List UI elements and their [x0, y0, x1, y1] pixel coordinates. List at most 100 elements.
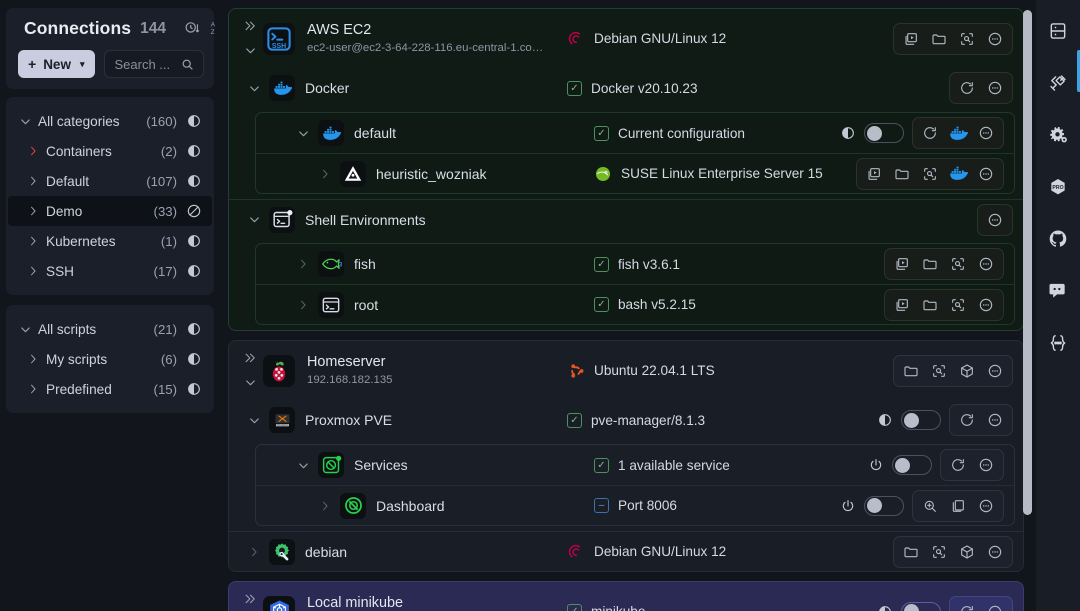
power-icon[interactable] — [868, 457, 884, 473]
chevron-right-icon[interactable] — [310, 167, 340, 181]
inspect-icon[interactable] — [917, 162, 943, 186]
chevron-down-icon[interactable] — [239, 81, 269, 96]
chevron-right-icon[interactable] — [24, 352, 42, 366]
chevron-down-icon[interactable] — [243, 375, 258, 390]
row-toggle-switch[interactable] — [901, 601, 941, 611]
more-icon[interactable] — [982, 600, 1008, 611]
copy-icon[interactable] — [945, 494, 971, 518]
chevron-down-icon[interactable] — [288, 126, 318, 141]
search-input[interactable]: Search ... — [104, 50, 204, 78]
duplicate-icon[interactable] — [898, 27, 924, 51]
chevron-right-icon[interactable] — [24, 144, 42, 158]
sidebar-item-ssh[interactable]: SSH (17) — [8, 256, 212, 286]
chevron-down-icon[interactable] — [16, 322, 34, 337]
card-header-row[interactable]: Homeserver 192.168.182.135 Ubuntu 22.04.1 … — [229, 341, 1023, 400]
more-icon[interactable] — [982, 76, 1008, 100]
package-icon[interactable] — [954, 540, 980, 564]
expand-all-icon[interactable] — [237, 19, 263, 58]
inspect-icon[interactable] — [926, 540, 952, 564]
github-icon[interactable] — [1045, 226, 1071, 252]
chevron-right-icon[interactable] — [24, 174, 42, 188]
contrast-icon[interactable] — [840, 125, 856, 141]
folder-icon[interactable] — [926, 27, 952, 51]
duplicate-icon[interactable] — [889, 252, 915, 276]
connection-row[interactable]: 3 fish ✓ fish v3.6.1 — [256, 244, 1014, 284]
contrast-icon[interactable] — [186, 381, 202, 397]
more-icon[interactable] — [982, 359, 1008, 383]
sidebar-item-demo[interactable]: Demo (33) — [8, 196, 212, 226]
inspect-icon[interactable] — [945, 252, 971, 276]
refresh-icon[interactable] — [954, 408, 980, 432]
connection-row[interactable]: Dashboard – Port 8006 — [256, 485, 1014, 525]
more-icon[interactable] — [982, 208, 1008, 232]
chevron-right-icon[interactable] — [24, 382, 42, 396]
sidebar-item-kubernetes[interactable]: Kubernetes (1) — [8, 226, 212, 256]
docker-icon[interactable] — [945, 121, 971, 145]
sidebar-item-all-categories[interactable]: All categories (160) — [8, 106, 212, 136]
pro-icon[interactable]: PRO — [1045, 174, 1071, 200]
card-header-row[interactable]: Local minikubeContext minikube on Local … — [229, 582, 1023, 611]
chevron-down-icon[interactable] — [239, 212, 269, 227]
plugin-icon[interactable] — [1045, 70, 1071, 96]
sidebar-item-default[interactable]: Default (107) — [8, 166, 212, 196]
more-icon[interactable] — [973, 252, 999, 276]
zoom-icon[interactable] — [917, 494, 943, 518]
more-icon[interactable] — [982, 540, 1008, 564]
chevron-right-icon[interactable] — [24, 264, 42, 278]
package-icon[interactable] — [954, 359, 980, 383]
json-icon[interactable] — [1045, 330, 1071, 356]
inspect-icon[interactable] — [954, 27, 980, 51]
contrast-icon[interactable] — [186, 233, 202, 249]
folder-icon[interactable] — [917, 252, 943, 276]
connection-row[interactable]: Services ✓ 1 available service — [256, 445, 1014, 485]
folder-icon[interactable] — [898, 540, 924, 564]
sidebar-item-my-scripts[interactable]: My scripts (6) — [8, 344, 212, 374]
contrast-icon[interactable] — [186, 143, 202, 159]
server-icon[interactable] — [1045, 18, 1071, 44]
connection-row[interactable]: root ✓ bash v5.2.15 — [256, 284, 1014, 324]
connection-row[interactable]: heuristic_wozniak SUSE Linux Enterprise S… — [256, 153, 1014, 193]
contrast-icon[interactable] — [186, 263, 202, 279]
contrast-icon[interactable] — [877, 604, 893, 611]
chevron-down-icon[interactable] — [239, 413, 269, 428]
inspect-icon[interactable] — [945, 293, 971, 317]
connection-row[interactable]: Shell Environments — [229, 199, 1023, 239]
contrast-icon[interactable] — [186, 113, 202, 129]
docker-icon[interactable] — [945, 162, 971, 186]
chevron-right-icon[interactable] — [288, 257, 318, 271]
recent-sort-icon[interactable] — [184, 20, 201, 37]
more-icon[interactable] — [973, 453, 999, 477]
main-scrollbar-thumb[interactable] — [1023, 10, 1032, 515]
connection-row[interactable]: PROXMOX Proxmox PVE ✓ pve-manager/8.1.3 — [229, 400, 1023, 440]
main-scrollbar[interactable] — [1023, 10, 1032, 530]
new-connection-button[interactable]: + New ▾ — [18, 50, 96, 78]
expand-all-icon[interactable] — [237, 592, 263, 611]
chevron-right-icon[interactable] — [310, 499, 340, 513]
row-toggle-switch[interactable] — [864, 123, 904, 143]
contrast-icon[interactable] — [186, 321, 202, 337]
chevron-right-icon[interactable] — [288, 298, 318, 312]
contrast-icon[interactable] — [877, 412, 893, 428]
discord-icon[interactable] — [1045, 278, 1071, 304]
row-toggle-switch[interactable] — [864, 495, 904, 516]
power-icon[interactable] — [840, 498, 856, 514]
chevron-down-icon[interactable] — [16, 114, 34, 129]
connection-row[interactable]: default ✓ Current configuration — [256, 113, 1014, 153]
sidebar-item-containers[interactable]: Containers (2) — [8, 136, 212, 166]
folder-icon[interactable] — [917, 293, 943, 317]
folder-icon[interactable] — [898, 359, 924, 383]
card-header-row[interactable]: SSH AWS EC2 ec2-user@ec2-3-64-228-116.eu-c… — [229, 9, 1023, 68]
more-icon[interactable] — [982, 27, 1008, 51]
sidebar-item-all-scripts[interactable]: All scripts (21) — [8, 314, 212, 344]
connection-row[interactable]: debian Debian GNU/Linux 12 — [229, 531, 1023, 571]
more-icon[interactable] — [982, 408, 1008, 432]
refresh-icon[interactable] — [954, 600, 980, 611]
chevron-right-icon[interactable] — [24, 234, 42, 248]
chevron-down-icon[interactable] — [288, 458, 318, 473]
chevron-right-icon[interactable] — [24, 204, 42, 218]
more-icon[interactable] — [973, 293, 999, 317]
connection-row[interactable]: Docker ✓ Docker v20.10.23 — [229, 68, 1023, 108]
inspect-icon[interactable] — [926, 359, 952, 383]
duplicate-icon[interactable] — [889, 293, 915, 317]
expand-all-icon[interactable] — [237, 351, 263, 390]
